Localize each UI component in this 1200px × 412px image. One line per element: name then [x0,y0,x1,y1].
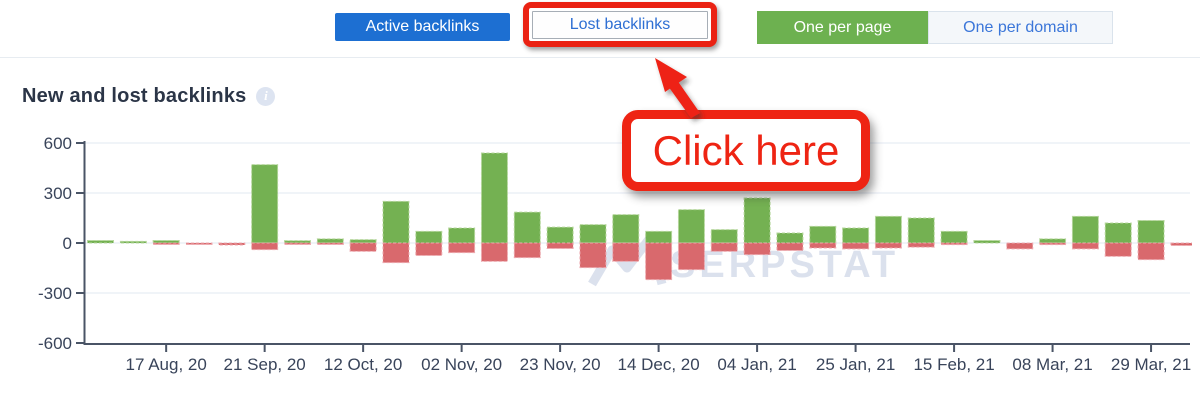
new-backlinks-bar[interactable] [940,230,968,244]
x-axis-label: 15 Feb, 21 [913,355,994,374]
lost-backlinks-bar[interactable] [842,242,870,250]
lost-backlinks-bar[interactable] [1170,242,1197,246]
bars-group [87,152,1197,281]
x-axis-label: 21 Sep, 20 [224,355,306,374]
y-axis-label: 600 [44,134,72,153]
x-axis-label: 02 Nov, 20 [421,355,502,374]
y-axis-label: -300 [38,284,72,303]
new-backlinks-bar[interactable] [1071,215,1099,244]
section-title-row: New and lost backlinks i [22,84,276,108]
lost-backlinks-bar[interactable] [448,242,476,254]
new-backlinks-bar[interactable] [842,227,870,244]
new-backlinks-bar[interactable] [579,224,607,244]
lost-backlinks-bar[interactable] [1071,242,1099,250]
y-axis-label: 300 [44,184,72,203]
new-backlinks-bar[interactable] [612,214,640,244]
one-per-page-button[interactable]: One per page [757,11,928,44]
lost-backlinks-bar[interactable] [743,242,771,256]
lost-backlinks-bar[interactable] [809,242,837,249]
lost-backlinks-bar[interactable] [940,242,968,246]
lost-backlinks-bar[interactable] [415,242,443,256]
section-title: New and lost backlinks [22,84,247,107]
new-backlinks-bar[interactable] [1039,238,1067,244]
new-backlinks-bar[interactable] [907,217,935,244]
lost-backlinks-bar[interactable] [1039,242,1067,246]
new-backlinks-bar[interactable] [513,211,541,244]
x-axis-label: 23 Nov, 20 [520,355,601,374]
new-backlinks-bar[interactable] [677,209,705,244]
info-icon[interactable]: i [256,86,276,106]
new-backlinks-bar[interactable] [448,227,476,244]
active-backlinks-button[interactable]: Active backlinks [335,13,510,41]
click-here-label: Click here [652,126,840,174]
click-here-callout: Click here [622,110,870,191]
new-backlinks-bar[interactable] [382,200,410,244]
lost-backlinks-bar[interactable] [513,242,541,259]
lost-backlinks-bar[interactable] [480,242,508,262]
lost-backlinks-bar[interactable] [349,242,377,252]
x-axis-label: 04 Jan, 21 [717,355,796,374]
x-axis-label: 12 Oct, 20 [324,355,402,374]
lost-backlinks-bar[interactable] [907,242,935,248]
y-axis-label: 0 [63,234,72,253]
lost-backlinks-bar[interactable] [382,242,410,264]
lost-backlinks-bar[interactable] [283,242,311,245]
new-backlinks-bar[interactable] [973,240,1001,244]
lost-backlinks-bar[interactable] [645,242,673,281]
x-axis-label: 14 Dec, 20 [617,355,699,374]
lost-backlinks-bar[interactable] [710,242,738,252]
lost-backlinks-bar[interactable] [1104,242,1132,257]
lost-backlinks-bar[interactable] [185,242,213,245]
lost-backlinks-bar[interactable] [251,242,279,251]
new-backlinks-bar[interactable] [316,238,344,244]
lost-backlinks-bar[interactable] [546,242,574,249]
lost-backlinks-button[interactable]: Lost backlinks [532,10,708,39]
lost-backlinks-bar[interactable] [677,242,705,271]
lost-backlinks-bar[interactable] [776,242,804,251]
x-axis-label: 17 Aug, 20 [126,355,207,374]
watermark-text: SERPSTAT [670,244,899,286]
lost-backlinks-bar[interactable] [579,242,607,269]
new-backlinks-bar[interactable] [1104,222,1132,244]
new-backlinks-bar[interactable] [645,230,673,244]
lost-backlinks-bar[interactable] [1006,242,1034,250]
new-backlinks-bar[interactable] [119,240,147,244]
new-backlinks-bar[interactable] [546,226,574,244]
new-backlinks-bar[interactable] [415,230,443,244]
new-backlinks-bar[interactable] [87,240,114,244]
new-backlinks-bar[interactable] [1137,220,1165,244]
lost-backlinks-bar[interactable] [218,242,246,246]
x-axis-label: 25 Jan, 21 [816,355,895,374]
new-backlinks-bar[interactable] [480,152,508,244]
lost-backlinks-bar[interactable] [874,242,902,249]
annotation-highlight-frame: Lost backlinks [523,2,717,47]
new-backlinks-bar[interactable] [251,164,279,244]
new-backlinks-bar[interactable] [743,197,771,244]
x-axis-label: 29 Mar, 21 [1111,355,1191,374]
new-backlinks-bar[interactable] [776,232,804,244]
new-backlinks-bar[interactable] [710,229,738,244]
new-backlinks-bar[interactable] [809,225,837,244]
header-separator [0,57,1200,58]
new-backlinks-bar[interactable] [874,215,902,244]
x-axis-label: 08 Mar, 21 [1012,355,1092,374]
lost-backlinks-bar[interactable] [1137,242,1165,261]
lost-backlinks-bar[interactable] [152,242,180,245]
lost-backlinks-bar[interactable] [612,242,640,262]
lost-backlinks-bar[interactable] [316,242,344,245]
one-per-domain-button[interactable]: One per domain [928,11,1113,44]
y-axis-label: -600 [38,334,72,353]
